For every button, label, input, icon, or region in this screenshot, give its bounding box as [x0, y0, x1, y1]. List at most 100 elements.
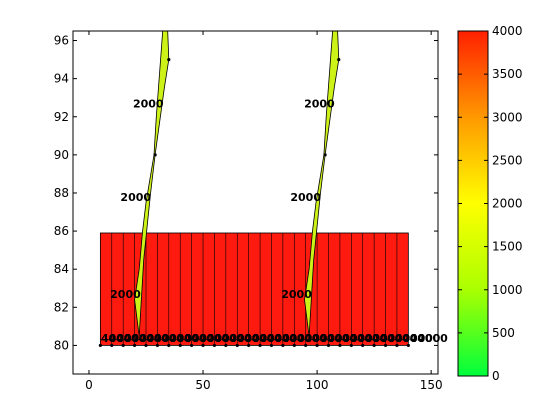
vertex-marker — [98, 343, 102, 348]
contour-label-4000: 4000 — [184, 332, 215, 345]
contour-label-4000: 4000 — [154, 332, 185, 345]
x-tick-label: 0 — [85, 378, 93, 392]
contour-label-4000: 4000 — [334, 332, 365, 345]
contour-label-2000: 2000 — [290, 191, 321, 204]
contour-label-4000: 4000 — [402, 332, 433, 345]
vertex-marker — [338, 343, 342, 348]
contour-label-4000: 4000 — [176, 332, 207, 345]
contour-label-4000: 4000 — [410, 332, 441, 345]
x-tick-label: 50 — [195, 378, 210, 392]
vertex-marker — [153, 153, 157, 157]
contour-label-4000: 4000 — [387, 332, 418, 345]
contour-label-4000: 4000 — [161, 332, 192, 345]
x-tick-label: 100 — [306, 378, 329, 392]
contour-label-4000: 4000 — [357, 332, 388, 345]
contour-label-4000: 4000 — [191, 332, 222, 345]
contour-label-4000: 4000 — [139, 332, 170, 345]
vertex-marker — [201, 343, 205, 348]
vertex-marker — [372, 343, 376, 348]
colorbar: 0 500 1000 1500 2000 2500 3000 3500 4000 — [457, 24, 523, 383]
vertex-marker — [110, 343, 114, 348]
contour-label-4000: 4000 — [259, 332, 290, 345]
y-tick-label: 84 — [54, 262, 69, 276]
contour-label-4000: 4000 — [417, 332, 448, 345]
vertex-marker — [258, 343, 262, 348]
vertex-marker — [235, 343, 239, 348]
y-tick-label: 90 — [54, 148, 69, 162]
contour-label-4000: 4000 — [206, 332, 237, 345]
y-tick-label: 80 — [54, 338, 69, 352]
vertex-marker — [224, 343, 228, 348]
vertex-marker — [212, 343, 217, 348]
contour-label-4000: 4000 — [229, 332, 260, 345]
contour-label-4000: 4000 — [221, 332, 252, 345]
contour-label-2000: 2000 — [110, 288, 141, 301]
contour-label-4000: 4000 — [109, 332, 140, 345]
vertex-marker — [247, 343, 251, 348]
contour-label-4000: 4000 — [146, 332, 177, 345]
contour-label-4000: 4000 — [131, 332, 162, 345]
contour-label-4000: 4000 — [297, 332, 328, 345]
colorbar-tick-label: 1000 — [492, 283, 523, 297]
contour-label-4000: 4000 — [244, 332, 275, 345]
contour-label-4000: 4000 — [282, 332, 313, 345]
vertex-marker — [190, 343, 194, 348]
contour-label-4000: 4000 — [365, 332, 396, 345]
contour-label-4000: 4000 — [199, 332, 230, 345]
vertex-marker — [132, 343, 137, 348]
contour-label-4000: 4000 — [327, 332, 358, 345]
plot-area: 4000400040004000400040004000400040004000… — [54, 30, 448, 392]
y-tick-label: 94 — [54, 72, 69, 86]
y-tick-label: 96 — [54, 34, 69, 48]
colorbar-tick-label: 3500 — [492, 67, 523, 81]
vertex-marker — [304, 343, 308, 348]
vertex-marker — [326, 343, 331, 348]
contour-label-4000: 4000 — [274, 332, 305, 345]
vertex-marker — [315, 343, 319, 348]
y-tick-label: 86 — [54, 224, 69, 238]
vertex-marker — [361, 343, 365, 348]
contour-label-2000: 2000 — [133, 97, 164, 110]
contour-label-4000: 4000 — [214, 332, 245, 345]
y-tick-label: 82 — [54, 300, 69, 314]
contour-label-4000: 4000 — [312, 332, 343, 345]
vertex-marker — [323, 153, 327, 157]
vertex-marker — [337, 57, 341, 62]
plot-axes-box — [72, 30, 439, 375]
contour-label-4000: 4000 — [380, 332, 411, 345]
x-tick-label: 150 — [420, 378, 443, 392]
vertex-marker — [144, 343, 148, 348]
contour-label-4000: 4000 — [349, 332, 380, 345]
colorbar-tick-label: 1500 — [492, 240, 523, 254]
colorbar-tick-label: 500 — [492, 326, 515, 340]
colorbar-tick-label: 0 — [492, 369, 500, 383]
colorbar-tick-label: 2000 — [492, 197, 523, 211]
contour-label-4000: 4000 — [372, 332, 403, 345]
contour-spike — [134, 31, 170, 336]
vertex-marker — [178, 343, 182, 348]
contour-spike — [304, 31, 340, 336]
plot-content — [98, 31, 410, 348]
contour-label-4000: 4000 — [169, 332, 200, 345]
vertex-marker — [167, 343, 171, 348]
vertex-marker — [281, 343, 285, 348]
y-tick-label: 92 — [54, 110, 69, 124]
contour-label-2000: 2000 — [120, 191, 151, 204]
contour-label-4000: 4000 — [237, 332, 268, 345]
block-cell — [99, 232, 409, 346]
contour-label-4000: 4000 — [395, 332, 426, 345]
vertex-marker — [406, 343, 410, 348]
vertex-marker — [269, 343, 274, 348]
contour-label-4000: 4000 — [116, 332, 147, 345]
vertex-marker — [395, 343, 399, 348]
vertex-marker — [167, 57, 171, 62]
contour-label-4000: 4000 — [342, 332, 373, 345]
colorbar-strip — [457, 30, 489, 377]
colorbar-tick-label: 3000 — [492, 110, 523, 124]
contour-label-4000: 4000 — [319, 332, 350, 345]
vertex-marker — [121, 343, 125, 348]
vertex-marker — [349, 343, 353, 348]
vertex-marker — [383, 343, 388, 348]
contour-label-4000: 4000 — [252, 332, 283, 345]
